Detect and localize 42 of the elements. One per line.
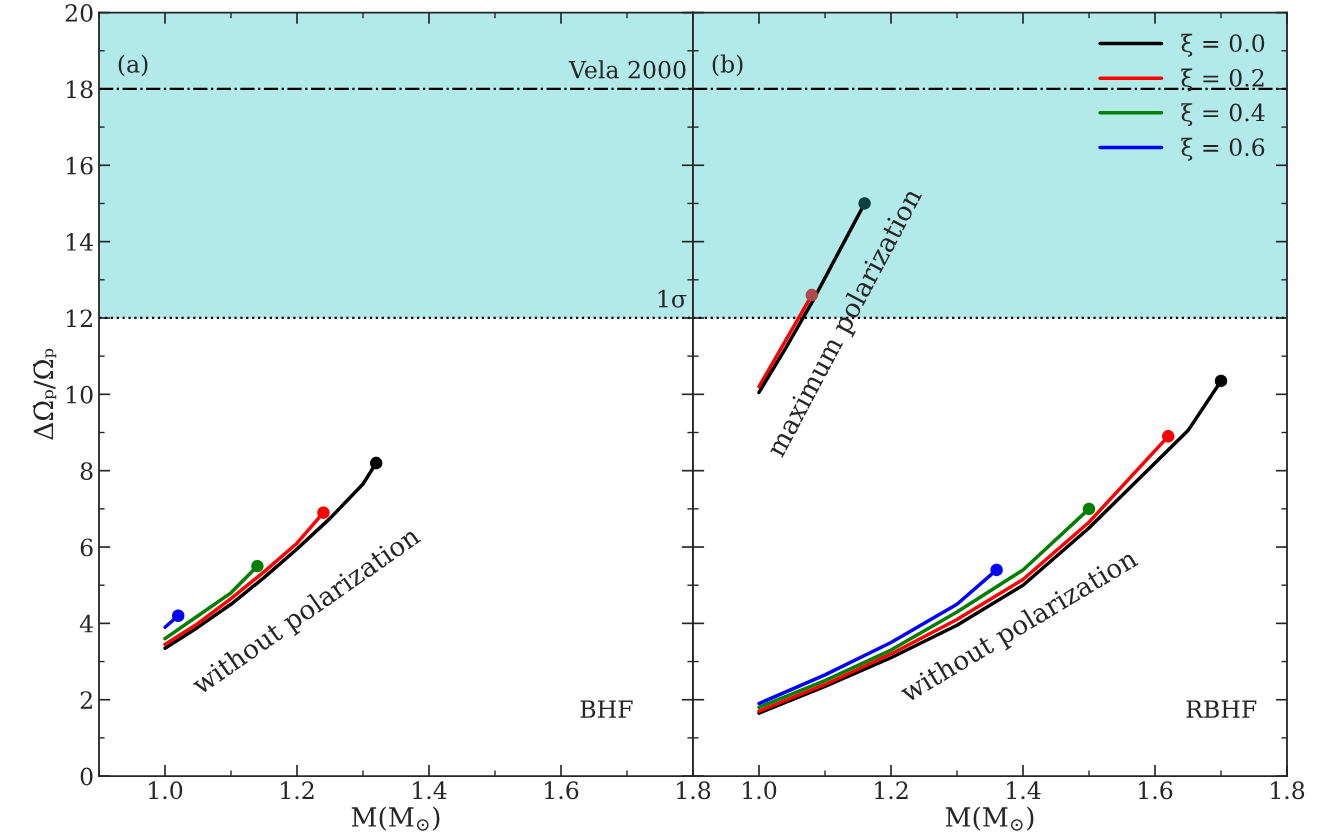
- annotation: BHF: [580, 700, 633, 718]
- x-tick-label: 1.2: [281, 781, 314, 800]
- y-tick-label: 16: [66, 156, 93, 175]
- ref-line-label: Vela 2000: [568, 60, 686, 79]
- x-tick-label: 1.4: [1007, 781, 1041, 800]
- point: [1161, 430, 1175, 443]
- y-tick-label: 10: [66, 385, 93, 404]
- annotation: RBHF: [1186, 700, 1257, 718]
- x-tick-label: 1.0: [149, 781, 183, 800]
- annotation: (b): [712, 54, 743, 77]
- x-tick-label: 1.0: [743, 781, 777, 800]
- y-tick-label: 18: [66, 80, 93, 99]
- point: [171, 609, 185, 622]
- x-axis-title: M(M$_{⊙}$): [351, 806, 440, 831]
- point: [1082, 502, 1096, 516]
- y-tick-label: 20: [65, 4, 93, 22]
- point: [805, 288, 819, 302]
- legend-label: ξ = 0.4: [1181, 103, 1265, 127]
- y-tick-label: 2: [80, 691, 92, 709]
- y-axis-title: ΔΩ̇ₚ/Ω̇ₚ: [32, 348, 57, 440]
- legend-label: ξ = 0.0: [1181, 33, 1265, 57]
- y-tick-label: 14: [66, 233, 93, 251]
- x-tick-label: 1.2: [875, 781, 908, 800]
- x-tick-label: 1.8: [1271, 781, 1305, 800]
- y-tick-label: 0: [80, 767, 93, 786]
- point: [251, 559, 264, 573]
- y-tick-label: 6: [80, 538, 93, 557]
- legend-label: ξ = 0.2: [1181, 68, 1264, 92]
- point: [317, 506, 330, 519]
- y-tick-label: 12: [66, 309, 92, 327]
- x-tick-label: 1.4: [413, 781, 447, 800]
- annotation: (a): [118, 54, 148, 77]
- x-axis-title: M(M$_{⊙}$): [945, 806, 1034, 831]
- y-tick-label: 4: [79, 614, 93, 633]
- y-tick-label: 8: [80, 462, 93, 480]
- x-tick-label: 1.6: [545, 781, 579, 800]
- x-tick-label: 1.6: [1139, 781, 1173, 800]
- point: [1214, 374, 1228, 388]
- point: [369, 456, 383, 470]
- x-tick-label: 1.8: [677, 781, 711, 800]
- legend-label: ξ = 0.6: [1181, 137, 1265, 161]
- ref-line-label: 1σ: [658, 289, 687, 308]
